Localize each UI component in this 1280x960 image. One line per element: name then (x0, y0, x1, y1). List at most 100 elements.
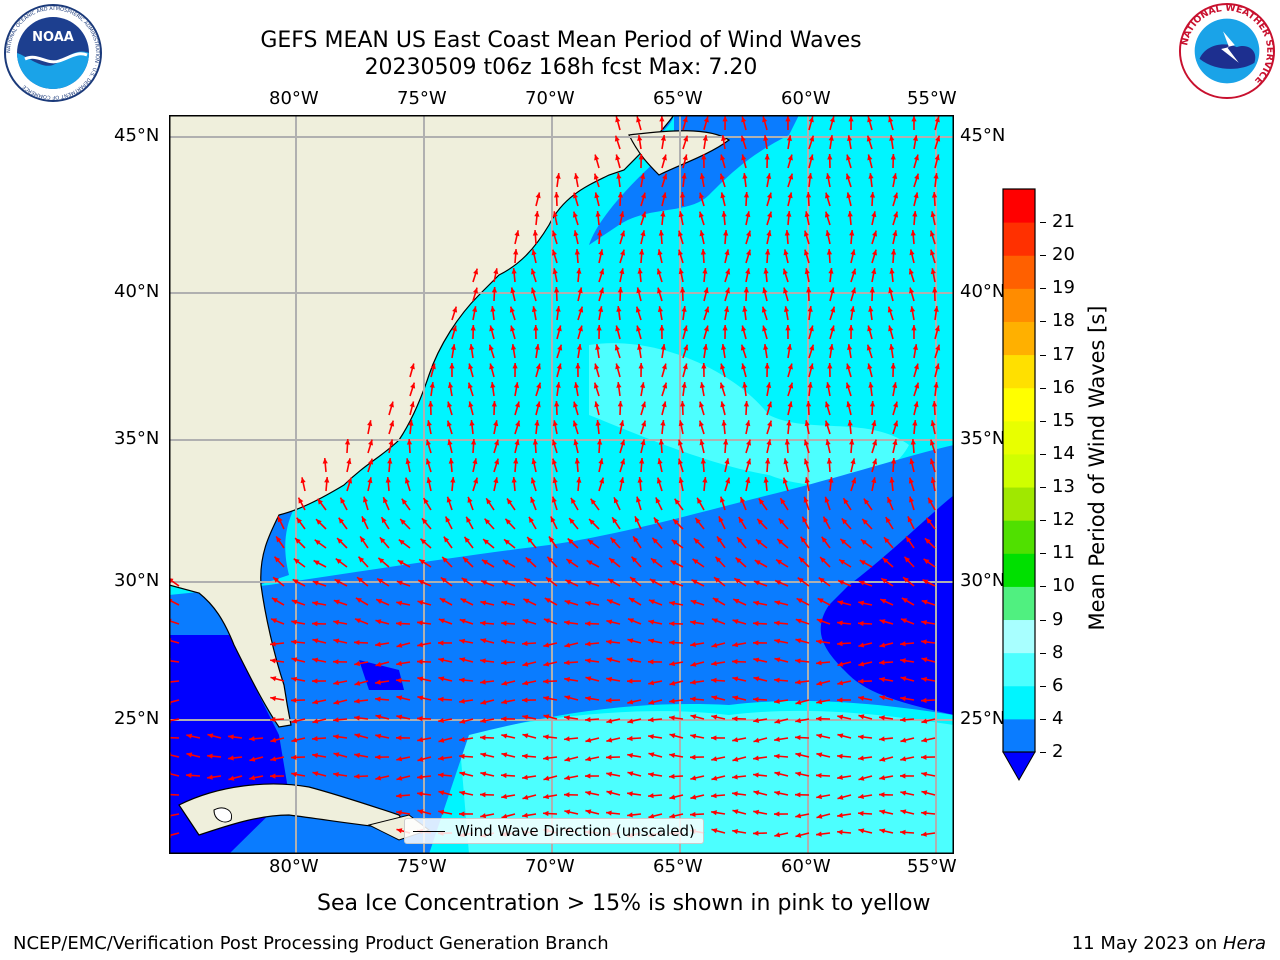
wind-wave-arrow-head (438, 676, 445, 682)
wind-wave-arrow-head (711, 642, 718, 648)
wind-wave-arrow-head (553, 287, 560, 293)
wind-wave-arrow-head (784, 230, 790, 236)
wind-wave-arrow-head (912, 420, 918, 426)
wind-wave-arrow-head (753, 772, 759, 778)
wind-wave-arrow-head (911, 325, 917, 331)
wind-wave-arrow-head (678, 477, 684, 484)
wind-wave-arrow-head (417, 756, 424, 762)
wind-wave-arrow-head (606, 810, 612, 816)
lon-label-top-55w: 55°W (907, 88, 957, 109)
wind-wave-arrow-head (699, 173, 705, 180)
wind-wave-arrow-head (396, 775, 403, 781)
wind-wave-arrow-head (596, 439, 603, 445)
wind-wave-arrow-head (635, 306, 641, 313)
wind-wave-arrow-head (550, 516, 556, 523)
wind-wave-arrow-head (753, 830, 759, 836)
wind-wave-arrow-head (501, 793, 507, 800)
wind-wave-arrow-head (900, 773, 906, 779)
wind-wave-arrow-head (869, 401, 876, 407)
wind-wave-arrow-head (228, 775, 235, 781)
wind-wave-arrow-head (669, 600, 676, 606)
wind-wave-arrow-head (778, 518, 785, 525)
lon-label-top-70w: 70°W (525, 88, 575, 109)
colorbar-segment (1003, 586, 1035, 621)
wind-wave-arrow-head (564, 677, 570, 683)
wind-wave-arrow-head (493, 477, 499, 484)
wind-wave-arrow-head (913, 363, 919, 370)
wind-wave-arrow-head (913, 192, 919, 199)
wind-wave-arrow-head (869, 192, 876, 198)
wind-wave-arrow-head (657, 287, 663, 294)
wind-wave-arrow-head (868, 173, 874, 179)
wind-wave-arrow-head (655, 497, 661, 504)
wind-wave-arrow-head (678, 211, 684, 218)
wind-wave-arrow-head (514, 401, 520, 408)
wind-wave-arrow-head (683, 135, 689, 142)
wind-wave-arrow-head (648, 659, 654, 665)
wind-wave-arrow-head (910, 439, 916, 445)
wind-wave-arrow-head (396, 660, 402, 667)
wind-wave-arrow-head (866, 344, 872, 351)
wind-wave-arrow-head (543, 618, 550, 624)
wind-wave-arrow-head (697, 497, 703, 504)
wind-wave-arrow-head (719, 382, 725, 389)
wind-wave-arrow-head (527, 537, 533, 543)
wind-wave-arrow-head (699, 382, 706, 389)
wind-wave-arrow-head (460, 598, 467, 604)
wind-wave-arrow-head (816, 793, 823, 800)
wind-wave-arrow-head (617, 192, 624, 198)
lon-label-bottom-80w: 80°W (269, 856, 319, 877)
wind-wave-arrow-head (375, 641, 381, 647)
wind-wave-arrow-head (921, 676, 928, 683)
wind-wave-arrow-head (344, 439, 351, 445)
wind-wave-arrow-head (658, 230, 664, 236)
wind-wave-arrow-head (585, 790, 592, 796)
wind-wave-arrow-head (423, 498, 429, 505)
wind-wave-arrow-head (358, 556, 365, 563)
wind-wave-arrow-head (828, 135, 834, 141)
wind-wave-arrow-head (690, 811, 696, 818)
wind-wave-arrow-head (648, 680, 655, 686)
wind-wave-arrow-head (410, 382, 416, 389)
wind-wave-arrow-head (522, 714, 529, 720)
wind-wave-arrow-head (333, 772, 339, 778)
wind-wave-arrow (169, 639, 180, 644)
wind-wave-arrow-head (522, 680, 529, 686)
wind-wave-arrow-head (782, 477, 788, 484)
wind-wave-arrow-head (544, 598, 551, 604)
wind-wave-arrow-head (722, 116, 728, 122)
wind-wave-arrow-head (594, 363, 600, 370)
wind-wave-arrow-head (555, 173, 561, 179)
wind-wave-arrow-head (615, 363, 621, 370)
wind-wave-arrow-head (354, 733, 361, 739)
wind-wave-arrow-head (738, 516, 744, 523)
wind-wave-arrow-head (735, 557, 742, 564)
wind-wave-arrow-head (933, 306, 939, 312)
wind-wave-arrow-head (829, 325, 835, 332)
wind-wave-arrow-head (585, 641, 591, 647)
wind-wave-arrow-head (690, 679, 696, 685)
wind-wave-arrow-head (470, 325, 476, 331)
wind-wave-arrow-head (428, 401, 434, 407)
wind-wave-arrow-head (552, 420, 558, 427)
wind-wave-arrow-head (914, 173, 920, 180)
wind-wave-arrow-head (935, 135, 941, 142)
wind-wave-arrow-head (872, 230, 878, 237)
wind-wave-arrow-head (340, 497, 346, 504)
wind-wave-arrow-head (764, 249, 771, 255)
wind-wave-arrow-head (900, 641, 906, 647)
wind-wave-arrow-head (803, 439, 809, 446)
wind-wave-arrow-head (396, 677, 402, 684)
wind-wave-arrow-head (913, 154, 919, 161)
wind-wave-arrow-head (438, 737, 445, 743)
lat-label-right-35n: 35°N (960, 428, 1006, 449)
wind-wave-arrow-head (572, 211, 578, 218)
wind-wave-arrow-head (585, 621, 591, 627)
wind-wave-arrow-head (375, 714, 382, 720)
wind-wave-arrow-head (827, 363, 833, 369)
lat-label-left-35n: 35°N (114, 428, 160, 449)
wind-wave-arrow-head (396, 828, 403, 834)
wind-wave-arrow-head (650, 558, 657, 564)
wind-wave-arrow-head (799, 557, 805, 563)
wind-wave-arrow-head (858, 642, 865, 648)
